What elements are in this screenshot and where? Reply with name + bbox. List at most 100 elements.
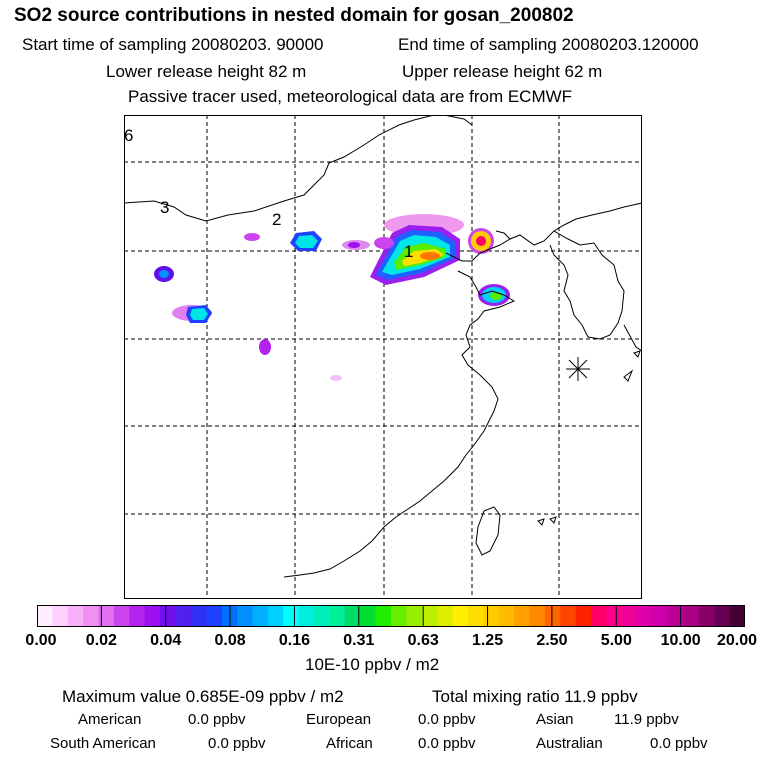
colorbar-cell [98, 605, 115, 627]
australian-value: 0.0 ppbv [650, 735, 708, 752]
colorbar-unit: 10E-10 ppbv / m2 [305, 655, 440, 674]
plume-tail-core [348, 242, 360, 248]
colorbar-cell [437, 605, 454, 627]
colorbar-cell [314, 605, 331, 627]
colorbar-tick-label: 0.63 [407, 632, 439, 649]
tracer-plume [154, 214, 510, 381]
colorbar-cell [113, 605, 130, 627]
end-time: End time of sampling 20080203.120000 [398, 35, 699, 54]
colorbar-cell [375, 605, 392, 627]
spot-far-west-core [159, 270, 169, 278]
colorbar-cell [514, 605, 531, 627]
south-american-label: South American [50, 735, 156, 752]
colorbar-cell [83, 605, 100, 627]
plume-tail-2 [374, 237, 394, 249]
colorbar-tick-label: 0.08 [214, 632, 246, 649]
colorbar-cell [621, 605, 638, 627]
colorbar-cell [452, 605, 469, 627]
south-american-value: 0.0 ppbv [208, 735, 266, 752]
plume-core [420, 252, 440, 260]
colorbar-cell [267, 605, 284, 627]
colorbar-cell [637, 605, 654, 627]
colorbar-cell [329, 605, 346, 627]
colorbar-cell [175, 605, 192, 627]
australian-label: Australian [536, 735, 603, 752]
station-marker [566, 357, 590, 381]
map-frame [124, 115, 642, 599]
colorbar-cell [237, 605, 254, 627]
colorbar-frame [37, 605, 745, 627]
colorbar-cell [683, 605, 700, 627]
american-label: American [78, 711, 142, 728]
colorbar-cell [606, 605, 623, 627]
colorbar-tick-label: 5.00 [600, 632, 632, 649]
colorbar-cell [591, 605, 608, 627]
colorbar-cell [206, 605, 223, 627]
colorbar-cell [714, 605, 731, 627]
start-time: Start time of sampling 20080203. 90000 [22, 35, 324, 54]
colorbar-cell [406, 605, 423, 627]
colorbar-cell [483, 605, 500, 627]
colorbar-cell [391, 605, 407, 627]
colorbar-cell [729, 605, 745, 627]
colorbar-cell [252, 605, 269, 627]
colorbar-tick-label: 0.31 [343, 632, 375, 649]
colorbar-tick-label: 0.00 [25, 632, 57, 649]
lower-release-height: Lower release height 82 m [106, 62, 307, 81]
colorbar-cell [575, 605, 592, 627]
colorbar-cell [360, 605, 377, 627]
colorbar-cell [544, 605, 561, 627]
african-label: African [326, 735, 373, 752]
spot-south [259, 339, 271, 355]
hotspot-east-core [476, 236, 486, 246]
map-label-2: 2 [272, 210, 281, 229]
asian-value: 11.9 ppbv [614, 711, 679, 728]
colorbar-tick-label: 10.00 [660, 632, 701, 649]
spot-small-1 [244, 233, 260, 241]
colorbar-cell [144, 605, 161, 627]
american-value: 0.0 ppbv [188, 711, 246, 728]
colorbar-cell [652, 605, 669, 627]
total-mixing-ratio: Total mixing ratio 11.9 ppbv [432, 687, 638, 706]
colorbar-cell [467, 605, 484, 627]
colorbar-cell [52, 605, 69, 627]
european-value: 0.0 ppbv [418, 711, 476, 728]
colorbar-cell [283, 605, 300, 627]
colorbar-cell [129, 605, 146, 627]
colorbar-cell [560, 605, 577, 627]
colorbar-cell [298, 605, 315, 627]
upper-release-height: Upper release height 62 m [402, 62, 603, 81]
colorbar-dividers [100, 605, 682, 627]
colorbar-tick-label: 20.00 [716, 632, 758, 649]
colorbar-cell [421, 605, 438, 627]
colorbar-tick-label: 1.25 [471, 632, 504, 649]
colorbar-tick-label: 0.16 [278, 632, 311, 649]
page-title: SO2 source contributions in nested domai… [14, 5, 574, 26]
spot-southwest-core [190, 308, 208, 320]
colorbar [37, 605, 745, 627]
map-label-6: 6 [124, 126, 133, 145]
colorbar-cell [698, 605, 715, 627]
colorbar-cells [37, 605, 745, 627]
map-label-3: 3 [160, 198, 169, 217]
tracer-note: Passive tracer used, meteorological data… [128, 87, 573, 106]
colorbar-cell [668, 605, 685, 627]
colorbar-tick-label: 0.04 [150, 632, 182, 649]
coastlines [124, 115, 642, 578]
hotspot-shandong-core [490, 292, 502, 300]
hotspot-west-core [295, 235, 318, 248]
colorbar-cell [344, 605, 361, 627]
colorbar-cell [67, 605, 84, 627]
spot-faint [330, 375, 342, 381]
asian-label: Asian [536, 711, 574, 728]
colorbar-tick-label: 0.02 [85, 632, 117, 649]
map-label-1: 1 [404, 242, 413, 261]
african-value: 0.0 ppbv [418, 735, 476, 752]
colorbar-cell [160, 605, 177, 627]
colorbar-cell [37, 605, 53, 627]
colorbar-cell [498, 605, 515, 627]
grid-lines [124, 115, 642, 599]
colorbar-tick-label: 2.50 [536, 632, 568, 649]
european-label: European [306, 711, 372, 728]
colorbar-cell [529, 605, 546, 627]
